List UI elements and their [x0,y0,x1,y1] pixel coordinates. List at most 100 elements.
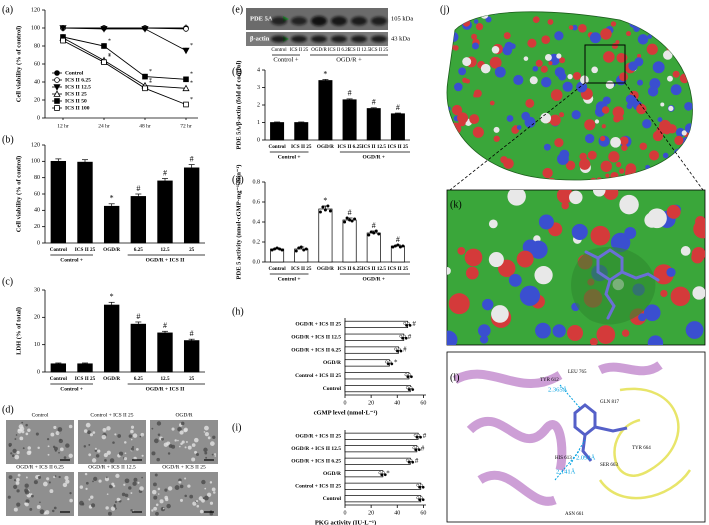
texture-spot [649,168,661,180]
texture-spot [544,54,552,61]
cell [209,511,214,516]
texture-spot [619,53,628,62]
texture-spot [571,110,581,120]
data-point [401,244,405,248]
texture-spot [488,251,504,268]
cell [24,483,29,488]
cell [179,445,181,448]
cell [25,499,30,504]
data-point [318,210,322,214]
image-caption: OGD/R + ICS II 6.25 [16,464,64,470]
cell [114,433,117,436]
texture-spot [579,152,587,161]
significance: * [108,55,111,61]
texture-spot [662,152,669,159]
texture-spot [524,116,536,128]
texture-spot [446,136,449,145]
cell [194,450,198,454]
cell [53,425,57,430]
texture-spot [540,112,552,124]
data-point [394,347,397,351]
significance: * [323,196,327,205]
texture-spot [473,19,479,24]
significance: * [394,359,398,367]
cell [65,479,70,484]
cell [29,507,33,511]
y-tick-label: OGD/R [323,360,342,366]
cell [187,484,191,488]
texture-spot [626,31,632,37]
bar [103,205,120,244]
texture-spot [603,190,619,200]
texture-spot [467,157,474,164]
texture-spot [449,122,462,135]
group-label: OGD/R + [362,154,385,160]
texture-spot [462,19,471,27]
cell [87,430,91,435]
cell [123,483,126,486]
texture-spot [562,81,573,92]
texture-spot [559,57,566,64]
x-tick-label: 40 [394,510,400,516]
texture-spot [532,16,540,24]
y-tick-label: 2 [257,102,260,108]
texture-spot [446,25,449,33]
y-tick-label: 0 [257,137,260,143]
texture-spot [630,174,640,181]
cell [55,430,60,436]
series-line [62,40,187,105]
y-axis-label: PDE 5 activity (nmol·cGMP·mg⁻¹·min⁻¹) [235,165,242,280]
data-point [411,388,415,391]
cell [12,448,17,454]
cell [130,492,133,494]
cell [153,495,158,500]
texture-spot [488,179,498,181]
cell [16,489,20,493]
cell [154,473,158,477]
cell [25,432,29,436]
cell [139,486,144,491]
data-point [405,324,408,327]
cell [44,510,50,515]
texture-spot [647,34,652,39]
bar [344,445,418,453]
cell [156,421,162,426]
texture-spot [619,136,629,146]
x-tick-label: 25 [189,376,195,382]
texture-spot [556,153,569,165]
texture-spot [491,45,500,54]
cell [132,433,138,438]
texture-spot [457,246,466,255]
cell [25,476,28,479]
cell [154,438,159,444]
bar [294,122,309,141]
x-tick-label: ICS II 6.25 [337,266,362,272]
bar [344,385,411,393]
data-point [407,460,411,464]
texture-spot [637,79,644,86]
cell [199,509,204,514]
texture-spot [614,11,624,19]
texture-spot [513,74,524,86]
cell [26,450,32,456]
legend-label: ICS II 12.5 [65,84,91,90]
x-axis-label: cGMP level (nmol·L⁻¹) [314,409,378,416]
cell [48,481,51,484]
cell [51,509,55,513]
texture-spot [578,23,587,33]
cell [94,449,98,452]
cell [13,479,17,482]
cell [17,473,21,477]
cell [92,431,96,434]
texture-spot [540,65,548,73]
panel-label: (a) [2,4,13,15]
texture-spot [605,173,610,178]
cell [153,482,157,487]
texture-spot [503,32,511,40]
lane-label: OGD/R [311,48,327,53]
cell [65,443,70,448]
data-point [278,247,282,251]
cell [163,442,169,447]
x-tick-label: Control [50,247,68,253]
texture-spot [493,135,500,142]
